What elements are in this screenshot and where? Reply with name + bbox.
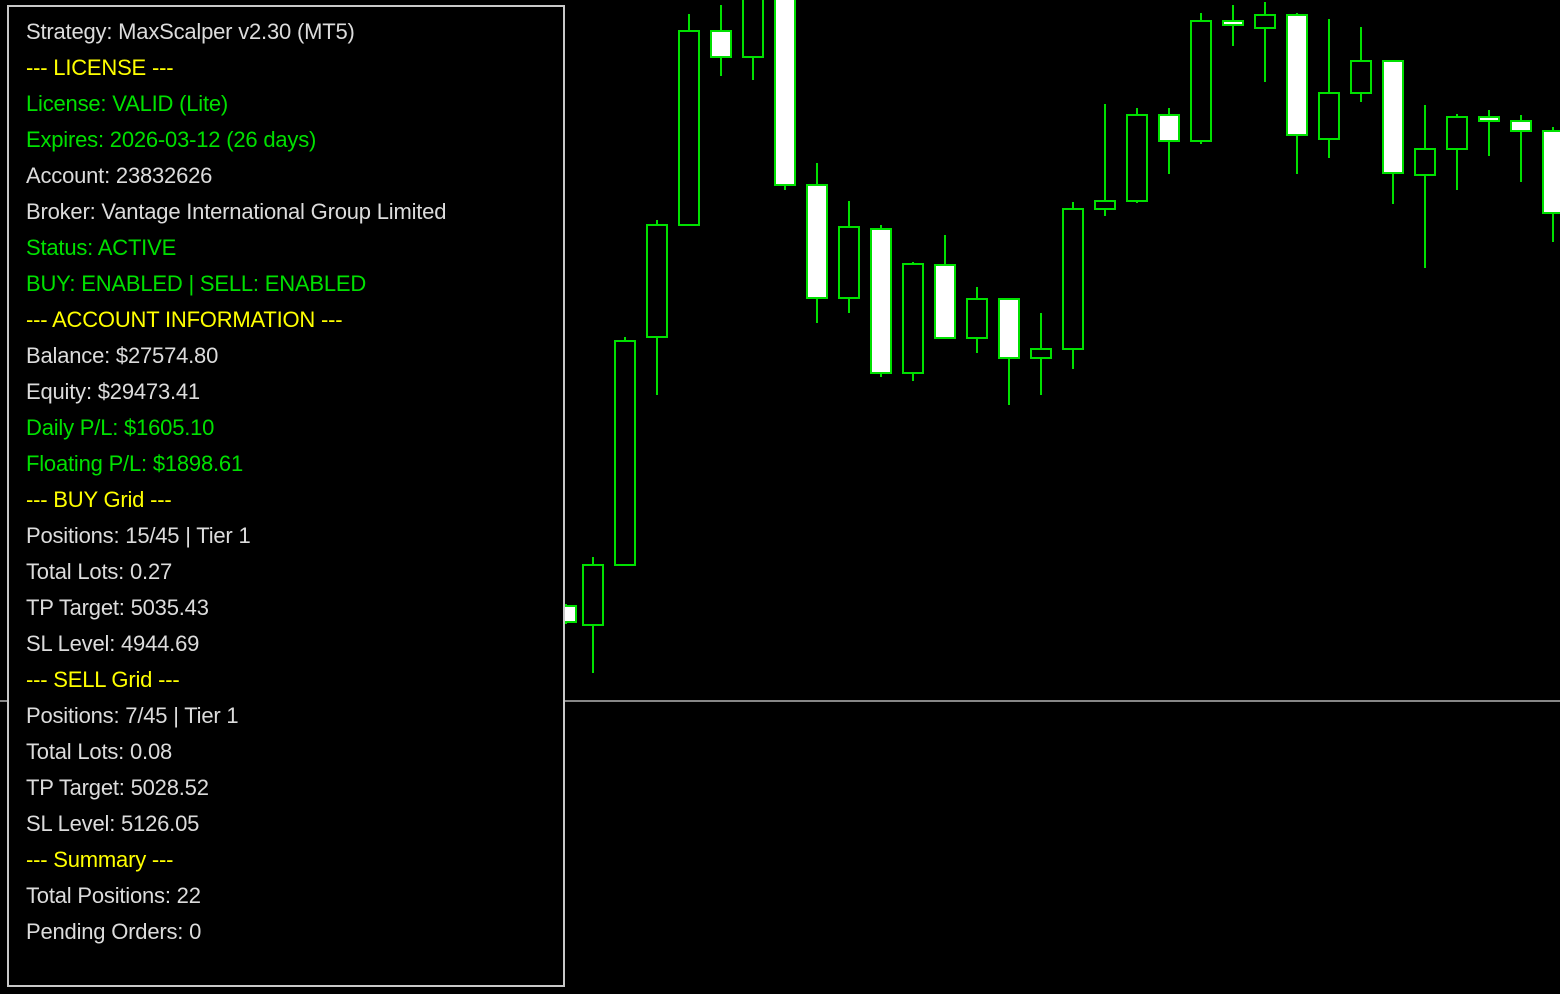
info-line: --- Summary ---	[26, 847, 174, 872]
candle	[646, 220, 668, 395]
candle	[1190, 13, 1212, 144]
candle-body	[1318, 92, 1340, 140]
info-line: Total Lots: 0.27	[26, 559, 173, 584]
info-line: SL Level: 4944.69	[26, 631, 200, 656]
candle	[934, 235, 956, 339]
candle-body	[1510, 120, 1532, 132]
candle	[1446, 114, 1468, 190]
candle	[710, 5, 732, 76]
info-line: --- BUY Grid ---	[26, 487, 172, 512]
info-line: --- LICENSE ---	[26, 55, 174, 80]
info-line: Daily P/L: $1605.10	[26, 415, 215, 440]
candle	[614, 337, 636, 566]
candle	[742, 0, 764, 80]
info-line: --- ACCOUNT INFORMATION ---	[26, 307, 343, 332]
candle	[998, 298, 1020, 405]
candle-body	[1382, 60, 1404, 174]
candle-body	[710, 30, 732, 58]
candle	[1062, 202, 1084, 369]
info-line: Positions: 7/45 | Tier 1	[26, 703, 239, 728]
candle	[1222, 5, 1244, 46]
candle-body	[646, 224, 668, 338]
candle	[1126, 108, 1148, 203]
candle-body	[1254, 14, 1276, 29]
candle-body	[1030, 348, 1052, 359]
info-line: SL Level: 5126.05	[26, 811, 200, 836]
candle-body	[966, 298, 988, 339]
candle-body	[998, 298, 1020, 359]
candle	[1318, 19, 1340, 158]
candle	[1382, 60, 1404, 204]
candle-body	[1542, 130, 1560, 214]
info-lines: Strategy: MaxScalper v2.30 (MT5) --- LICE…	[26, 14, 446, 950]
candle-body	[742, 0, 764, 58]
candle-body	[1094, 200, 1116, 210]
candlestick-series	[555, 0, 1560, 673]
candle-body	[614, 340, 636, 566]
candle-body	[774, 0, 796, 186]
info-line: Total Lots: 0.08	[26, 739, 173, 764]
candle-body	[582, 564, 604, 626]
candle	[1286, 13, 1308, 174]
candle-body	[1350, 60, 1372, 94]
info-line: BUY: ENABLED | SELL: ENABLED	[26, 271, 367, 296]
candle	[678, 14, 700, 226]
candle-body	[806, 184, 828, 299]
info-line: Status: ACTIVE	[26, 235, 177, 260]
candle-body	[1446, 116, 1468, 150]
candle	[1158, 108, 1180, 174]
candle	[1030, 313, 1052, 395]
info-line: Floating P/L: $1898.61	[26, 451, 243, 476]
candle-body	[1414, 148, 1436, 176]
candle-body	[902, 263, 924, 374]
candle-body	[1158, 114, 1180, 142]
info-line: Pending Orders: 0	[26, 919, 202, 944]
candle	[1542, 127, 1560, 242]
candle	[806, 163, 828, 323]
info-line: Broker: Vantage International Group Limi…	[26, 199, 447, 224]
candle-body	[1286, 14, 1308, 136]
info-line: Equity: $29473.41	[26, 379, 200, 404]
candle-body	[934, 264, 956, 339]
candle	[870, 225, 892, 377]
candle	[838, 201, 860, 313]
candle	[1094, 104, 1116, 216]
info-line: TP Target: 5028.52	[26, 775, 209, 800]
info-line: Total Positions: 22	[26, 883, 201, 908]
candle-body	[1062, 208, 1084, 350]
info-line: Balance: $27574.80	[26, 343, 219, 368]
candle-body	[1126, 114, 1148, 202]
candle	[582, 557, 604, 673]
candle	[774, 0, 796, 190]
candle-body	[838, 226, 860, 299]
candle	[1350, 27, 1372, 102]
ea-info-panel: Strategy: MaxScalper v2.30 (MT5) --- LICE…	[7, 5, 565, 987]
info-line: Expires: 2026-03-12 (26 days)	[26, 127, 317, 152]
candle	[1414, 105, 1436, 268]
info-line: Account: 23832626	[26, 163, 213, 188]
info-line: --- SELL Grid ---	[26, 667, 180, 692]
candle-body	[678, 30, 700, 226]
candle	[1254, 2, 1276, 82]
info-line: License: VALID (Lite)	[26, 91, 229, 116]
candle	[1510, 115, 1532, 182]
candle-body	[1190, 20, 1212, 142]
candle	[966, 287, 988, 353]
info-line: Strategy: MaxScalper v2.30 (MT5)	[26, 19, 355, 44]
info-line: Positions: 15/45 | Tier 1	[26, 523, 251, 548]
candle	[1478, 110, 1500, 156]
info-line: TP Target: 5035.43	[26, 595, 209, 620]
candle	[902, 262, 924, 381]
candle-body	[870, 228, 892, 374]
candle-body	[1222, 20, 1244, 26]
candle-body	[1478, 116, 1500, 122]
